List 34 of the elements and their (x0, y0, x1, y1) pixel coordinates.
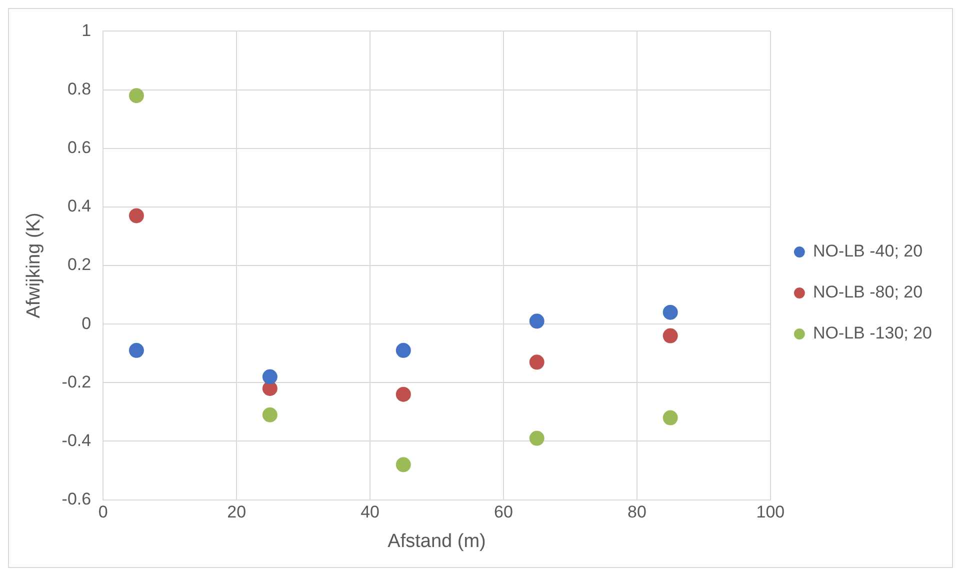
x-tick-label: 100 (756, 502, 785, 522)
legend-label: NO-LB -40; 20 (812, 242, 923, 261)
y-tick-label: -0.6 (62, 489, 92, 508)
y-axis-title: Afwijking (K) (24, 212, 45, 318)
point (128, 88, 144, 104)
x-tick-label: 0 (98, 502, 108, 522)
point (396, 457, 411, 472)
point (662, 304, 678, 320)
y-tick-label: 0 (82, 314, 92, 333)
point (529, 314, 544, 329)
point (662, 410, 678, 426)
legend-label: NO-LB -130; 20 (812, 324, 932, 343)
y-tick-label: 0.8 (67, 79, 92, 98)
x-tick-label: 60 (494, 502, 513, 522)
y-tick-label: -0.2 (62, 372, 92, 392)
y-tick-label: -0.4 (62, 430, 92, 450)
point (529, 430, 544, 446)
point (529, 354, 544, 370)
y-tick-label: 0.6 (67, 138, 92, 158)
x-axis-title: Afstand (m) (388, 530, 486, 552)
point (128, 208, 144, 224)
point (396, 342, 411, 358)
y-tick-label: 0.2 (67, 255, 92, 274)
point (396, 386, 411, 402)
x-tick-label: 40 (360, 502, 380, 522)
point (262, 369, 278, 384)
point (262, 407, 278, 422)
point (128, 342, 144, 358)
x-tick-label: 20 (227, 502, 246, 522)
y-tick-label: 0.4 (67, 196, 92, 216)
point (662, 328, 678, 344)
legend-label: NO-LB -80; 20 (812, 282, 923, 302)
x-tick-label: 80 (628, 502, 646, 522)
y-tick-label: 1 (82, 20, 92, 40)
